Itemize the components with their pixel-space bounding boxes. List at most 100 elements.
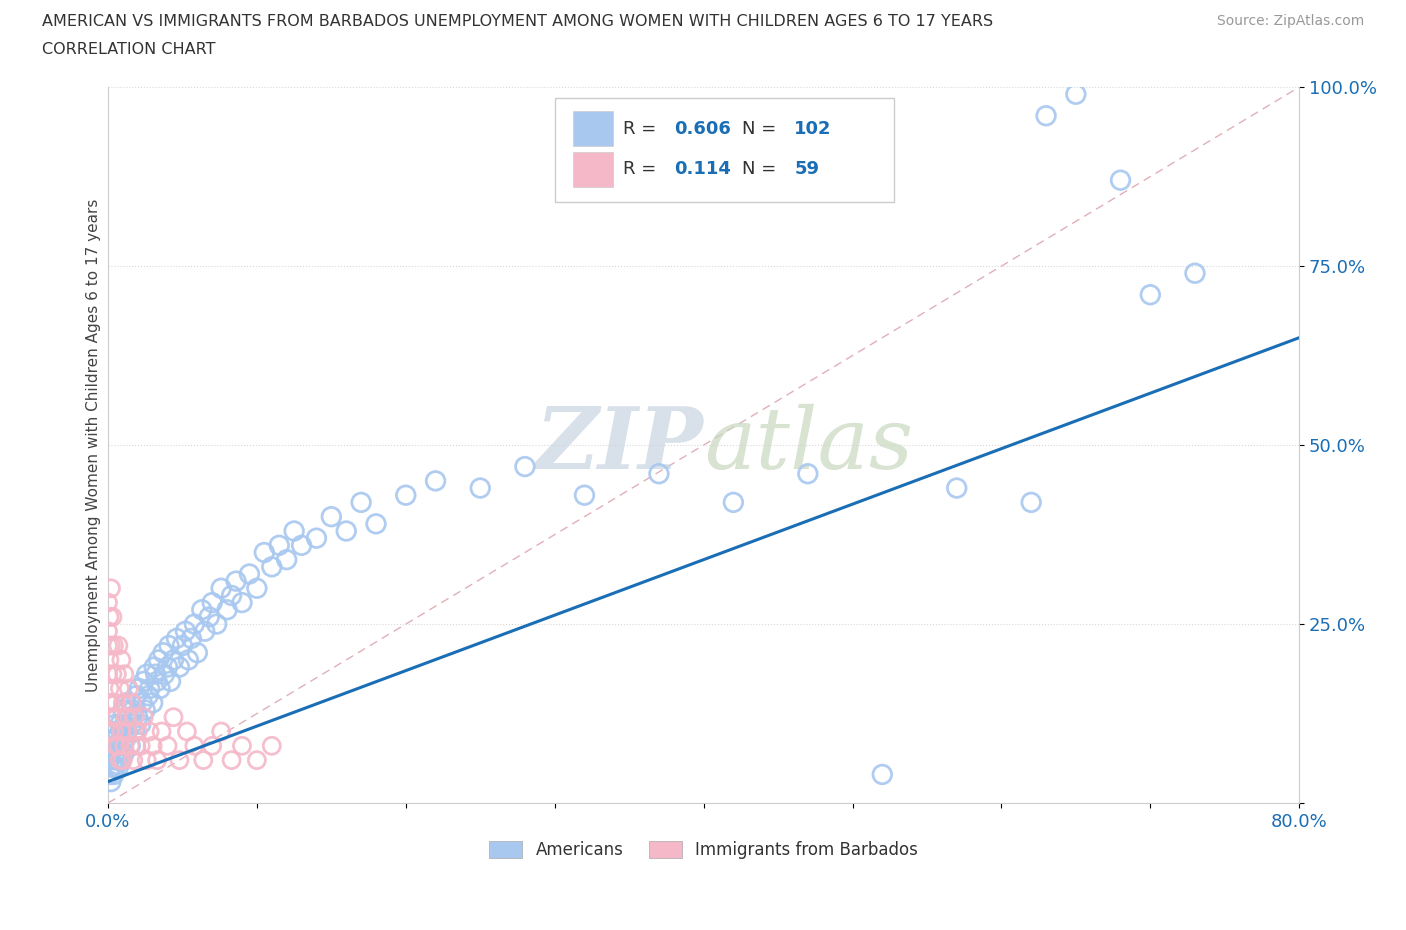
Point — [183, 738, 205, 753]
Point — [238, 566, 260, 581]
Point — [100, 638, 122, 653]
Text: atlas: atlas — [703, 404, 912, 486]
FancyBboxPatch shape — [555, 98, 894, 202]
Point — [110, 724, 132, 739]
Point — [150, 724, 173, 739]
Point — [177, 653, 200, 668]
Point — [193, 752, 215, 767]
Point — [100, 724, 122, 739]
Point — [395, 487, 418, 502]
Point — [225, 574, 247, 589]
Point — [97, 667, 120, 682]
Point — [513, 459, 536, 474]
Point — [118, 681, 141, 696]
Point — [221, 752, 243, 767]
Point — [169, 659, 191, 674]
Point — [1019, 495, 1042, 510]
Point — [180, 631, 202, 645]
Point — [132, 710, 155, 724]
Point — [205, 617, 228, 631]
Point — [120, 738, 142, 753]
Point — [152, 645, 174, 660]
Text: N =: N = — [742, 120, 782, 138]
Point — [231, 738, 253, 753]
Point — [364, 516, 387, 531]
Point — [283, 524, 305, 538]
Point — [146, 674, 169, 689]
Point — [107, 738, 129, 753]
Point — [98, 767, 121, 782]
Point — [97, 595, 120, 610]
Point — [201, 738, 224, 753]
Point — [110, 653, 132, 668]
Point — [1109, 173, 1132, 188]
Point — [117, 724, 139, 739]
Point — [174, 624, 197, 639]
Point — [111, 752, 134, 767]
Point — [121, 696, 143, 711]
Point — [221, 588, 243, 603]
Point — [138, 724, 160, 739]
Point — [108, 717, 131, 732]
Point — [112, 717, 135, 732]
Point — [260, 559, 283, 574]
Point — [246, 752, 269, 767]
Point — [125, 738, 148, 753]
Point — [112, 667, 135, 682]
Point — [125, 688, 148, 703]
Point — [112, 746, 135, 761]
Point — [132, 674, 155, 689]
Point — [105, 731, 128, 746]
Point — [134, 702, 156, 717]
Point — [101, 760, 124, 775]
Point — [100, 774, 122, 789]
Point — [98, 653, 121, 668]
Point — [98, 752, 121, 767]
Point — [100, 581, 122, 596]
Point — [104, 746, 127, 761]
Point — [111, 702, 134, 717]
Text: Source: ZipAtlas.com: Source: ZipAtlas.com — [1216, 14, 1364, 28]
Point — [246, 581, 269, 596]
Text: R =: R = — [623, 120, 662, 138]
Text: 102: 102 — [794, 120, 831, 138]
Point — [183, 617, 205, 631]
Point — [176, 724, 198, 739]
Point — [146, 752, 169, 767]
Point — [231, 595, 253, 610]
Point — [124, 724, 146, 739]
Point — [156, 659, 179, 674]
Point — [425, 473, 447, 488]
Point — [321, 510, 343, 525]
Point — [1035, 108, 1057, 123]
Legend: Americans, Immigrants from Barbados: Americans, Immigrants from Barbados — [489, 841, 918, 859]
Point — [121, 717, 143, 732]
Point — [122, 702, 145, 717]
FancyBboxPatch shape — [572, 152, 613, 187]
Point — [111, 696, 134, 711]
Point — [110, 724, 132, 739]
Point — [138, 681, 160, 696]
Point — [169, 752, 191, 767]
Point — [108, 752, 131, 767]
Point — [470, 481, 492, 496]
Point — [129, 738, 152, 753]
Point — [127, 710, 149, 724]
Text: ZIP: ZIP — [536, 404, 703, 486]
Point — [162, 710, 184, 724]
Point — [209, 581, 232, 596]
Point — [97, 638, 120, 653]
Point — [217, 603, 239, 618]
Point — [115, 696, 138, 711]
Point — [104, 760, 127, 775]
Point — [105, 667, 128, 682]
Point — [97, 624, 120, 639]
Point — [194, 624, 217, 639]
Point — [149, 681, 172, 696]
Point — [107, 738, 129, 753]
Point — [142, 738, 165, 753]
Point — [172, 638, 194, 653]
Point — [98, 681, 121, 696]
Point — [104, 696, 127, 711]
Point — [209, 724, 232, 739]
